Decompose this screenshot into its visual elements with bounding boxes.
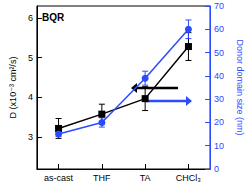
svg-text:60: 60 [214, 24, 224, 34]
svg-text:0: 0 [214, 164, 219, 174]
svg-text:6: 6 [28, 13, 33, 23]
svg-text:Donor domain size (nm): Donor domain size (nm) [235, 39, 245, 135]
svg-text:30: 30 [214, 94, 224, 104]
svg-text:10: 10 [214, 141, 224, 151]
svg-text:3: 3 [28, 132, 33, 142]
svg-text:40: 40 [214, 71, 224, 81]
svg-text:50: 50 [214, 48, 224, 58]
svg-text:5: 5 [28, 53, 33, 63]
svg-text:BQR: BQR [42, 12, 65, 23]
svg-text:THF: THF [93, 173, 111, 183]
svg-text:TA: TA [140, 173, 151, 183]
svg-text:CHCl₃: CHCl₃ [176, 173, 201, 183]
svg-text:4: 4 [28, 92, 33, 102]
svg-text:20: 20 [214, 117, 224, 127]
svg-text:70: 70 [214, 1, 224, 11]
svg-text:D (x10⁻³ cm²/s): D (x10⁻³ cm²/s) [8, 57, 18, 119]
svg-text:as-cast: as-cast [44, 173, 74, 183]
